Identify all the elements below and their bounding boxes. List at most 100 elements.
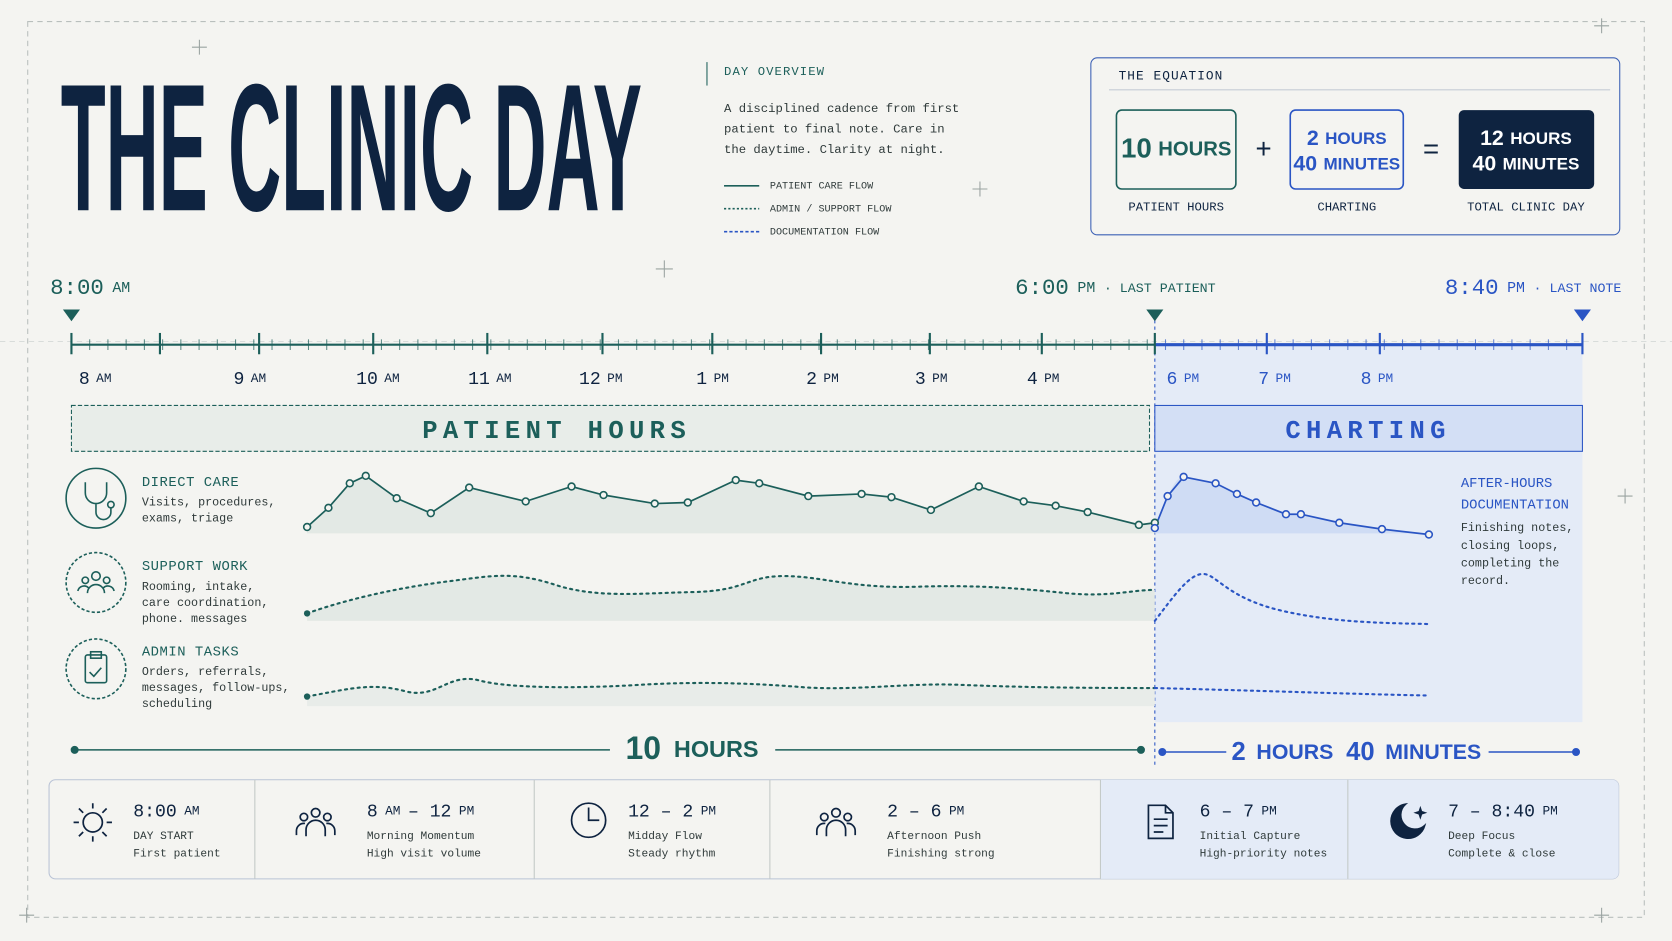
flow-point — [324, 503, 333, 513]
text-part: PM — [459, 804, 474, 819]
text-part: HOURS — [1510, 128, 1572, 147]
flow-point — [1150, 523, 1160, 533]
crosshairs — [19, 18, 1633, 923]
term-box — [1289, 109, 1405, 190]
text-part: 10 — [356, 370, 378, 390]
flow-point — [426, 508, 436, 518]
text-part: · LAST PATIENT — [1104, 281, 1216, 296]
text-part: 40 — [1346, 738, 1374, 766]
text-part: PM — [1044, 371, 1059, 386]
term-label: CHARTING — [1317, 200, 1376, 214]
row-desc: messages, follow-ups, — [142, 681, 290, 695]
text-part: PM — [1261, 804, 1276, 819]
flow-point — [1296, 510, 1306, 519]
text-part: HOURS — [1256, 740, 1333, 764]
flow-area — [307, 575, 1155, 621]
hour-label: 8 PM — [1361, 370, 1394, 390]
flow-point — [599, 490, 608, 500]
flow-point — [974, 482, 984, 491]
text-part: PM — [1507, 281, 1525, 297]
term-label: TOTAL CLINIC DAY — [1467, 200, 1585, 214]
text-part: 8:40 — [1445, 275, 1499, 301]
text-part: PM — [1184, 371, 1199, 386]
text-part: PM — [1378, 371, 1393, 386]
flow-point — [1051, 501, 1060, 510]
support-flow — [1153, 572, 1430, 626]
hour-label: 4 PM — [1027, 370, 1060, 390]
marker — [62, 309, 80, 322]
text-part: MINUTES — [1323, 154, 1400, 173]
time-marker: 8:40 PM · LAST NOTE — [1445, 275, 1622, 301]
text-part: · LAST NOTE — [1534, 281, 1622, 296]
flow-area — [1154, 476, 1429, 535]
equation-box — [1090, 57, 1621, 236]
hour-label: 6 PM — [1167, 370, 1200, 390]
text-part: 8 — [1361, 370, 1372, 390]
flow-point — [926, 505, 936, 515]
time-marker: 6:00 PM · LAST PATIENT — [1015, 275, 1216, 301]
flow-point — [755, 479, 764, 488]
frame — [0, 21, 1672, 918]
phase-text: Afternoon Push — [887, 831, 981, 843]
term-box — [1115, 109, 1237, 190]
overview-text: patient to final note. Care in — [724, 123, 945, 137]
hour-label: 11 AM — [468, 370, 511, 390]
phase-text: DAY START — [133, 831, 194, 843]
text-part: PM — [607, 371, 622, 386]
after-hours-desc: closing loops, — [1461, 539, 1559, 553]
after-hours-desc: completing the — [1461, 556, 1559, 570]
term-value: 40 MINUTES — [1472, 151, 1579, 175]
frame-border — [27, 21, 1645, 918]
text-part: 10 — [626, 730, 662, 766]
text-part: AM — [96, 371, 111, 386]
flow-point — [683, 498, 692, 507]
text-part: 12 — [1480, 125, 1504, 149]
after-hours-title: AFTER-HOURS — [1461, 476, 1553, 492]
phase-time: 6 – 7 PM — [1200, 803, 1277, 823]
text-part: 8:00 — [50, 275, 104, 301]
hour-label: 10 AM — [356, 370, 399, 390]
operator: = — [1423, 136, 1440, 167]
flow-point — [1019, 497, 1028, 506]
phase-time: 7 – 8:40 PM — [1448, 803, 1558, 823]
phase-text: Finishing strong — [887, 848, 994, 860]
band-label: CHARTING — [1285, 417, 1450, 446]
text-part: PM — [932, 371, 947, 386]
flow-area — [307, 475, 1155, 534]
after-hours-desc: record. — [1461, 574, 1510, 588]
support-flow — [306, 574, 1156, 615]
text-part: 12 — [579, 370, 601, 390]
hour-label: 7 PM — [1258, 370, 1291, 390]
text-part: 1 — [696, 370, 707, 390]
flow-point — [1335, 518, 1344, 527]
flow-point — [857, 489, 866, 499]
phase-charting — [1100, 779, 1619, 879]
dot — [303, 693, 311, 700]
row-title: DIRECT CARE — [142, 475, 239, 491]
overview-text: A disciplined cadence from first — [724, 102, 959, 116]
flow-point — [1083, 507, 1092, 517]
text-part: 2 — [1232, 738, 1246, 766]
row-desc: Rooming, intake, — [142, 580, 255, 594]
band — [70, 404, 1151, 452]
after-hours-desc: Finishing notes, — [1461, 521, 1574, 535]
text-part: PM — [823, 371, 838, 386]
flow-point — [345, 479, 354, 488]
flow-point — [361, 471, 370, 481]
hour-label: 2 PM — [806, 370, 839, 390]
flow-point — [392, 494, 401, 503]
phase-text: Complete & close — [1448, 848, 1555, 860]
text-part: 7 — [1258, 370, 1269, 390]
text-part: PM — [949, 804, 964, 819]
text-part: PM — [1077, 281, 1095, 297]
phase-time: 8:00 AM — [133, 803, 199, 823]
row-desc: scheduling — [142, 697, 212, 711]
text-part: – 12 — [408, 803, 451, 823]
duration: 10 HOURS — [626, 730, 759, 766]
flow-point — [731, 475, 740, 485]
term-box — [1458, 110, 1595, 189]
text-part: PM — [714, 371, 729, 386]
equation-heading: THE EQUATION — [1119, 68, 1224, 83]
flow-point — [567, 482, 576, 491]
